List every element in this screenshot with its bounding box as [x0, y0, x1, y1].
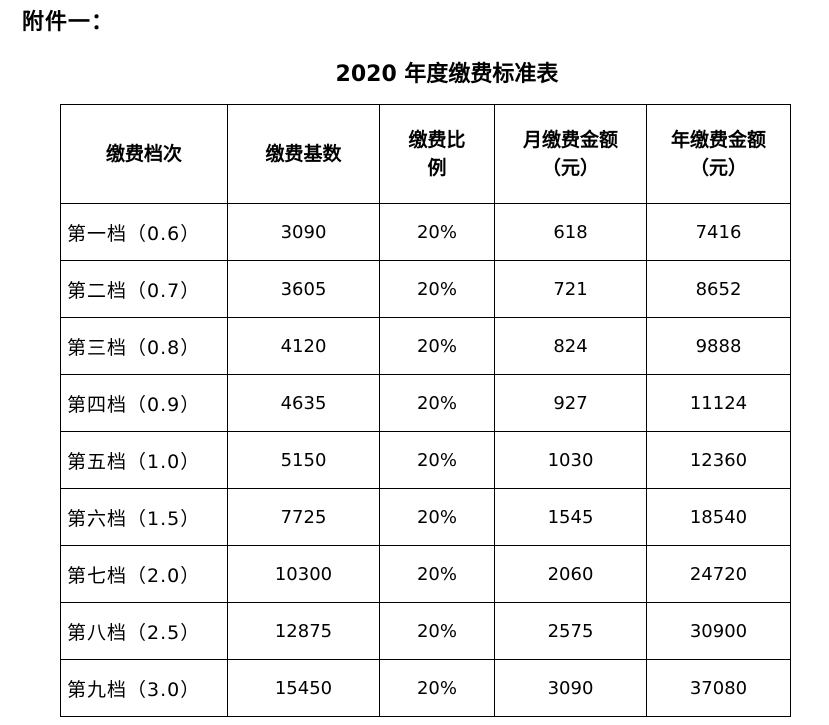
- rate-cell: 20%: [379, 602, 495, 660]
- table-row: 第三档（0.8） 4120 20% 824 9888: [60, 317, 791, 375]
- rate-cell: 20%: [379, 203, 495, 261]
- rate-cell: 20%: [379, 545, 495, 603]
- table-row: 第二档（0.7） 3605 20% 721 8652: [60, 260, 791, 318]
- header-tier: 缴费档次: [60, 104, 228, 204]
- rate-cell: 20%: [379, 260, 495, 318]
- table-row: 第九档（3.0） 15450 20% 3090 37080: [60, 659, 791, 717]
- base-cell: 12875: [227, 602, 380, 660]
- tier-cell: 第六档（1.5）: [60, 488, 228, 546]
- monthly-cell: 927: [494, 374, 647, 432]
- header-base: 缴费基数: [227, 104, 380, 204]
- tier-cell: 第八档（2.5）: [60, 602, 228, 660]
- monthly-cell: 3090: [494, 659, 647, 717]
- yearly-cell: 18540: [646, 488, 791, 546]
- table-row: 第四档（0.9） 4635 20% 927 11124: [60, 374, 791, 432]
- table-row: 第六档（1.5） 7725 20% 1545 18540: [60, 488, 791, 546]
- table-row: 第一档（0.6） 3090 20% 618 7416: [60, 203, 791, 261]
- tier-cell: 第二档（0.7）: [60, 260, 228, 318]
- yearly-cell: 8652: [646, 260, 791, 318]
- header-monthly: 月缴费金额 （元）: [494, 104, 647, 204]
- attachment-label: 附件一：: [22, 10, 115, 35]
- yearly-cell: 24720: [646, 545, 791, 603]
- monthly-cell: 721: [494, 260, 647, 318]
- tier-cell: 第七档（2.0）: [60, 545, 228, 603]
- yearly-cell: 37080: [646, 659, 791, 717]
- base-cell: 3605: [227, 260, 380, 318]
- yearly-cell: 7416: [646, 203, 791, 261]
- tier-cell: 第一档（0.6）: [60, 203, 228, 261]
- yearly-cell: 9888: [646, 317, 791, 375]
- fee-standard-table: 缴费档次 缴费基数 缴费比例 月缴费金额 （元） 年缴费金额 （元） 第一档（0.6…: [60, 104, 791, 717]
- base-cell: 15450: [227, 659, 380, 717]
- base-cell: 4120: [227, 317, 380, 375]
- base-cell: 3090: [227, 203, 380, 261]
- header-yearly: 年缴费金额 （元）: [646, 104, 791, 204]
- yearly-cell: 12360: [646, 431, 791, 489]
- table-row: 第八档（2.5） 12875 20% 2575 30900: [60, 602, 791, 660]
- tier-cell: 第五档（1.0）: [60, 431, 228, 489]
- base-cell: 4635: [227, 374, 380, 432]
- yearly-cell: 11124: [646, 374, 791, 432]
- header-rate: 缴费比例: [379, 104, 495, 204]
- monthly-cell: 2575: [494, 602, 647, 660]
- monthly-cell: 618: [494, 203, 647, 261]
- base-cell: 10300: [227, 545, 380, 603]
- base-cell: 5150: [227, 431, 380, 489]
- rate-cell: 20%: [379, 374, 495, 432]
- yearly-cell: 30900: [646, 602, 791, 660]
- table-header-row: 缴费档次 缴费基数 缴费比例 月缴费金额 （元） 年缴费金额 （元）: [60, 104, 791, 204]
- rate-cell: 20%: [379, 488, 495, 546]
- tier-cell: 第九档（3.0）: [60, 659, 228, 717]
- table-row: 第五档（1.0） 5150 20% 1030 12360: [60, 431, 791, 489]
- table-row: 第七档（2.0） 10300 20% 2060 24720: [60, 545, 791, 603]
- tier-cell: 第三档（0.8）: [60, 317, 228, 375]
- monthly-cell: 824: [494, 317, 647, 375]
- base-cell: 7725: [227, 488, 380, 546]
- tier-cell: 第四档（0.9）: [60, 374, 228, 432]
- monthly-cell: 1030: [494, 431, 647, 489]
- page-title: 2020 年度缴费标准表: [335, 62, 559, 87]
- monthly-cell: 2060: [494, 545, 647, 603]
- rate-cell: 20%: [379, 659, 495, 717]
- monthly-cell: 1545: [494, 488, 647, 546]
- rate-cell: 20%: [379, 317, 495, 375]
- rate-cell: 20%: [379, 431, 495, 489]
